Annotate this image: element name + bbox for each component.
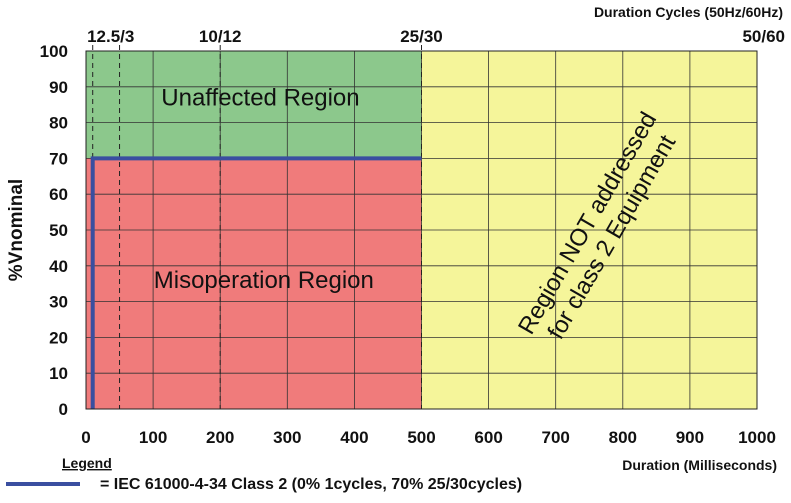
legend: = IEC 61000-4-34 Class 2 (0% 1cycles, 70… xyxy=(6,476,522,493)
x-tick-label: 500 xyxy=(407,428,435,447)
x-tick-label: 300 xyxy=(273,428,301,447)
legend-title: Legend xyxy=(62,455,112,471)
y-tick-label: 80 xyxy=(49,114,68,133)
x-tick-label: 700 xyxy=(542,428,570,447)
series-line-1 xyxy=(90,156,422,409)
region-label-line: Misoperation Region xyxy=(154,267,374,294)
region-label-1: Unaffected Region xyxy=(161,85,359,112)
y-tick-label: 30 xyxy=(49,293,68,312)
y-tick-label: 70 xyxy=(49,149,68,168)
y-axis-label: %Vnominal xyxy=(6,179,27,281)
y-tick-label: 50 xyxy=(49,221,68,240)
x-tick-label: 200 xyxy=(206,428,234,447)
y-tick-label: 90 xyxy=(49,78,68,97)
top-tick-label: 50/60 xyxy=(742,27,785,46)
x-tick-label: 100 xyxy=(139,428,167,447)
y-tick-label: 20 xyxy=(49,328,68,347)
x-axis-label: Duration (Milliseconds) xyxy=(622,457,777,473)
region-label-2: Misoperation Region xyxy=(154,267,374,294)
legend-entry-label: = IEC 61000-4-34 Class 2 (0% 1cycles, 70… xyxy=(100,476,522,493)
region-label-line: Unaffected Region xyxy=(161,85,359,112)
y-tick-label: 40 xyxy=(49,257,68,276)
y-tick-label: 0 xyxy=(59,400,68,419)
plot-frame xyxy=(85,50,758,410)
x-tick-label: 900 xyxy=(676,428,704,447)
x-tick-label: 600 xyxy=(474,428,502,447)
x-tick-label: 400 xyxy=(340,428,368,447)
x-tick-label: 1000 xyxy=(738,428,776,447)
axes: 0 100 200 300 400 500 600 700 800 900 1000 0 10 20 30 4… xyxy=(40,27,785,447)
series xyxy=(90,156,422,409)
region-2 xyxy=(86,158,422,409)
x-tick-label: 800 xyxy=(609,428,637,447)
top-tick-label: 25/30 xyxy=(400,27,443,46)
y-tick-label: 100 xyxy=(40,42,68,61)
y-tick-label: 60 xyxy=(49,185,68,204)
y-tick-label: 10 xyxy=(49,364,68,383)
x-tick-label: 0 xyxy=(81,428,90,447)
top-axis-label: Duration Cycles (50Hz/60Hz) xyxy=(594,4,783,20)
top-tick-label: 12.5/3 xyxy=(87,27,134,46)
top-tick-label: 10/12 xyxy=(199,27,242,46)
region-1 xyxy=(86,51,422,159)
